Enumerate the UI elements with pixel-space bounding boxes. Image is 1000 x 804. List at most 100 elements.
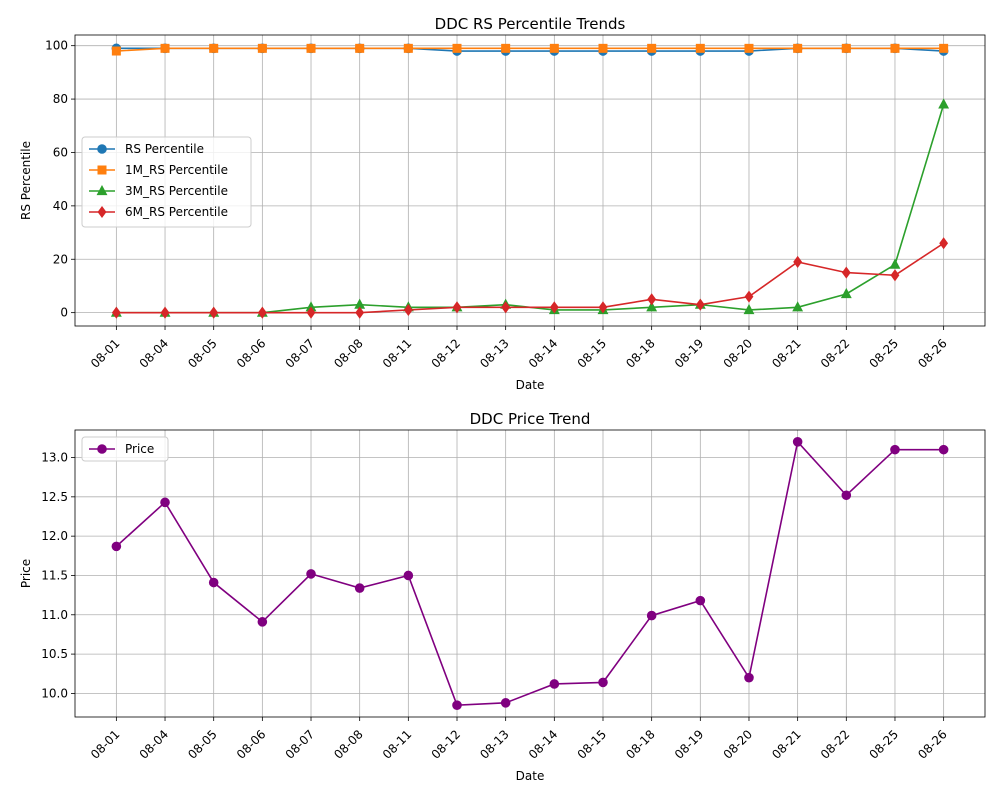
data-point [97,165,107,175]
y-tick-label: 10.5 [41,647,68,661]
data-point [355,306,365,319]
data-point [306,306,316,319]
data-point [97,144,107,154]
legend-label: 3M_RS Percentile [125,184,228,198]
data-point [647,293,657,306]
data-point [97,444,107,454]
data-point [744,290,754,303]
data-point [744,43,754,53]
series-price [111,436,949,711]
data-point [890,43,900,53]
data-point [598,301,608,314]
data-point [403,303,413,317]
data-point [793,255,803,268]
y-tick-label: 13.0 [41,451,68,465]
data-point [452,700,462,711]
data-point [890,269,900,282]
chart-title: DDC Price Trend [470,410,591,428]
y-tick-label: 11.5 [41,568,68,582]
data-point [938,444,949,455]
series-line [116,47,944,52]
chart-title: DDC RS Percentile Trends [435,15,626,33]
x-axis-label: Date [516,378,545,392]
data-point [209,43,219,53]
data-point [743,303,755,315]
series-6m-rs-percentile [111,237,949,319]
y-tick-label: 80 [53,92,68,106]
data-point [695,298,705,311]
x-axis-label: Date [516,769,545,783]
data-point [403,43,413,53]
data-point [549,679,560,689]
series-line [115,440,944,707]
y-tick-label: 11.0 [41,608,68,622]
data-point [939,43,949,53]
y-tick-label: 20 [53,252,68,266]
legend: Price [81,436,169,462]
data-point [403,570,414,581]
data-point [938,98,950,109]
data-point [793,43,803,53]
data-point [695,595,706,606]
data-point [208,577,219,588]
data-point [647,43,657,53]
y-tick-label: 10.0 [41,686,68,700]
data-point [792,301,804,312]
data-point [160,306,170,319]
data-point [111,306,121,319]
legend-label: RS Percentile [125,142,204,156]
y-tick-label: 12.0 [41,529,68,543]
data-point [890,444,900,455]
data-point [452,301,462,314]
data-point [96,184,108,196]
data-point [549,301,559,314]
data-point [257,617,268,627]
data-point [257,306,267,319]
data-point [355,43,365,53]
data-point [646,301,658,312]
data-point [501,43,511,53]
data-point [111,541,122,552]
legend-label: 1M_RS Percentile [125,163,228,177]
data-point [549,43,559,53]
y-axis-label: Price [19,559,33,588]
y-tick-label: 40 [53,199,68,213]
data-point [452,43,462,53]
data-point [695,43,705,53]
data-point [354,583,365,593]
data-point [257,43,267,53]
data-point [598,43,608,53]
data-point [646,610,657,621]
data-point [792,436,803,447]
plot-frame [74,34,986,327]
data-point [841,266,851,279]
data-point [306,43,316,53]
data-point [160,43,170,53]
data-point [939,237,949,250]
data-point [500,698,511,708]
grid [75,430,985,717]
data-point [160,497,170,508]
legend-box [81,136,252,228]
data-point [501,301,511,314]
data-point [744,672,754,683]
data-point [306,569,316,579]
data-point [97,205,107,219]
data-point [841,490,852,501]
data-point [111,46,121,56]
data-point [209,306,219,319]
y-axis-label: RS Percentile [19,141,33,220]
legend-box [81,436,169,462]
y-tick-label: 12.5 [41,490,68,504]
legend-label: 6M_RS Percentile [125,205,228,219]
y-tick-label: 100 [45,39,68,53]
plot-frame [74,429,986,718]
series-line [116,242,945,314]
y-tick-label: 0 [60,306,68,320]
data-point [841,43,851,53]
y-tick-label: 60 [53,145,68,159]
data-point [889,258,901,269]
data-point [598,677,608,688]
